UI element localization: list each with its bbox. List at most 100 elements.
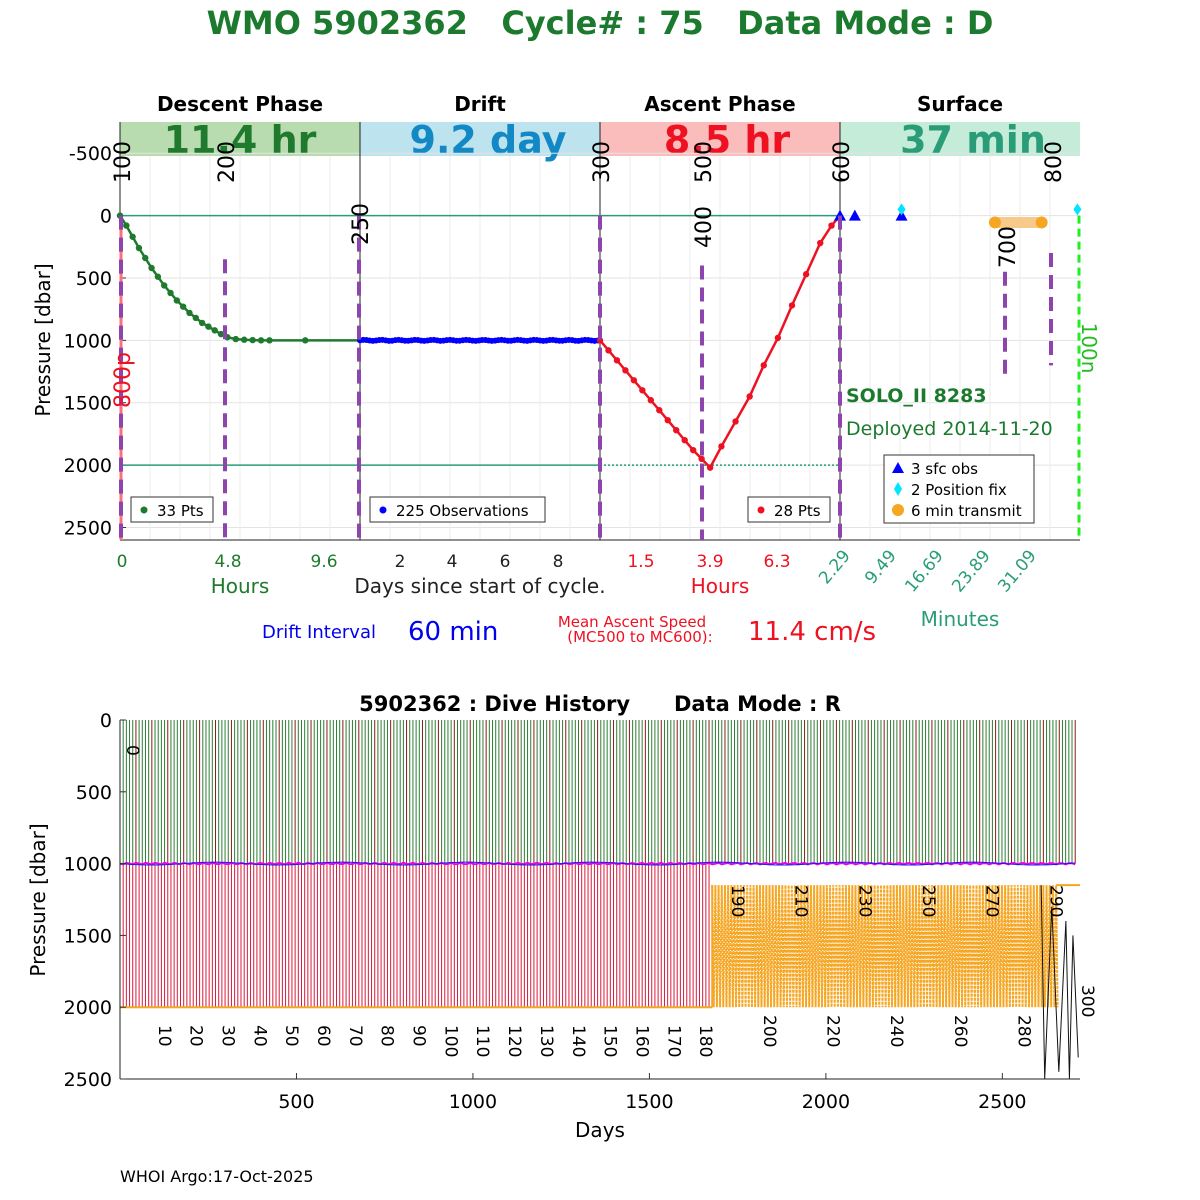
history-y-tick-label: 1000: [64, 854, 112, 876]
history-cycle-label: 70: [345, 1025, 365, 1047]
ascent-point: [774, 334, 782, 342]
surface-legend-fix: 2 Position fix: [911, 481, 1007, 499]
history-cycle-label: 10: [154, 1025, 174, 1047]
descent-point: [232, 335, 239, 343]
ascent-point: [613, 357, 621, 364]
descent-point: [241, 336, 248, 343]
history-cycle-label: 140: [568, 1025, 588, 1057]
top-y-axis-label: Pressure [dbar]: [31, 263, 55, 416]
top-y-tick-label: -500: [69, 143, 112, 165]
ascent-x-tick: 6.3: [763, 552, 790, 572]
ascent-x-label: Hours: [691, 574, 750, 598]
history-x-tick-label: 500: [278, 1091, 314, 1113]
descent-point: [186, 309, 193, 317]
ascent-point: [760, 362, 767, 369]
descent-point: [129, 233, 136, 240]
surface-legend-diamond: [894, 482, 902, 496]
history-x-tick-label: 2500: [978, 1091, 1026, 1113]
surface-obs-triangle: [834, 209, 846, 221]
ascent-point: [698, 455, 705, 463]
descent-point: [211, 327, 218, 334]
history-title: 5902362 : Dive History Data Mode : R: [359, 692, 841, 716]
cycle-chart: Descent Phase Drift Ascent Phase Surface…: [31, 92, 1101, 631]
surface-legend-transmit: 6 min transmit: [911, 502, 1022, 520]
history-cycle-label: 260: [950, 1015, 970, 1047]
ascent-legend-marker: [757, 506, 765, 514]
history-cycle-label: 290: [1045, 885, 1065, 917]
surface-legend-triangle: [892, 462, 904, 473]
history-content: 0 500 1000 1500 2000 2500 500 1000 1500 2000 2500 0…: [64, 710, 1098, 1113]
top-y-tick-label: 500: [76, 268, 112, 290]
surface-x-tick: 16.69: [901, 546, 948, 596]
mission-marker-label: 600: [830, 141, 855, 183]
history-cycle-label: 130: [536, 1025, 556, 1057]
descent-x-tick: 4.8: [214, 552, 241, 572]
top-y-tick-label: 2000: [64, 455, 112, 477]
mission-marker-label: 700: [996, 226, 1021, 268]
mission-marker-label: 500: [692, 141, 717, 183]
duration-drift: 9.2 day: [410, 118, 567, 162]
history-cycle-label: 230: [854, 885, 874, 917]
history-cycle-label: 100: [440, 1025, 460, 1057]
phase-name-drift: Drift: [454, 92, 506, 116]
history-y-tick-label: 2500: [64, 1069, 112, 1091]
drift-legend-marker: [379, 506, 387, 514]
descent-point: [167, 289, 174, 297]
descent-x-tick: 0: [117, 552, 128, 572]
history-drift-trace: [119, 861, 1076, 866]
band-ascent: [600, 122, 840, 156]
descent-point: [135, 244, 143, 252]
surface-legend: 3 sfc obs 2 Position fix 6 min transmit: [883, 454, 1035, 524]
descent-point: [249, 336, 256, 344]
ascent-point: [732, 418, 739, 425]
mission-marker-label: 250: [349, 203, 374, 245]
history-x-tick-label: 1500: [625, 1091, 673, 1113]
ascent-point: [605, 347, 612, 354]
ascent-point: [802, 271, 810, 278]
top-y-tick-label: 1500: [64, 393, 112, 415]
surface-legend-circle: [892, 504, 904, 516]
history-y-tick-label: 2000: [64, 997, 112, 1019]
footer-text: WHOI Argo:17-Oct-2025: [120, 1167, 314, 1186]
history-cycle-label: 120: [504, 1025, 524, 1057]
history-cycle-label: 30: [218, 1025, 238, 1047]
mission-marker-label: 800: [1042, 141, 1067, 183]
history-cycle-label: 20: [186, 1025, 206, 1047]
ascent-legend: 28 Pts: [747, 496, 831, 523]
ascent-speed-value: 11.4 cm/s: [748, 617, 876, 647]
history-y-axis-label: Pressure [dbar]: [26, 823, 50, 976]
dive-history-chart: 5902362 : Dive History Data Mode : R 0 50…: [26, 692, 1097, 1142]
ascent-point: [664, 417, 671, 424]
ascent-point: [718, 443, 725, 450]
descent-point: [257, 337, 265, 344]
phase-name-surface: Surface: [917, 92, 1003, 116]
history-cycle-label: 200: [759, 1015, 779, 1047]
history-cycle-label: 110: [472, 1025, 492, 1057]
descent-x-label: Hours: [211, 574, 270, 598]
surface-x-tick: 2.29: [815, 546, 855, 588]
history-y-tick-label: 1500: [64, 925, 112, 947]
history-cycle-label: 300: [1077, 985, 1097, 1017]
duration-ascent: 8.5 hr: [664, 118, 791, 162]
descent-legend-marker: [140, 506, 148, 514]
surface-x-tick: 9.49: [861, 546, 901, 588]
float-name: SOLO_II 8283: [846, 385, 987, 407]
top-grid: -500 0 500 1000 1500 2000 2500: [64, 122, 1080, 541]
drift-x-tick: 4: [447, 552, 458, 572]
transmit-start: [988, 216, 1001, 229]
history-park-line: [119, 861, 1076, 866]
ascent-point: [689, 446, 697, 454]
band-drift: [360, 122, 600, 156]
surface-legend-obs: 3 sfc obs: [911, 460, 978, 478]
history-x-tick-label: 2000: [802, 1091, 850, 1113]
history-cycle-label: 190: [727, 885, 747, 917]
history-cycle-label: 180: [695, 1025, 715, 1057]
history-cycle-label: 220: [822, 1015, 842, 1047]
surface-obs-triangle: [848, 209, 861, 221]
drift-x-label: Days since start of cycle.: [354, 574, 605, 598]
position-fix-diamond: [1073, 203, 1082, 216]
ascent-point: [706, 464, 714, 471]
ascent-point: [673, 426, 680, 434]
history-y-tick-label: 0: [100, 710, 112, 732]
